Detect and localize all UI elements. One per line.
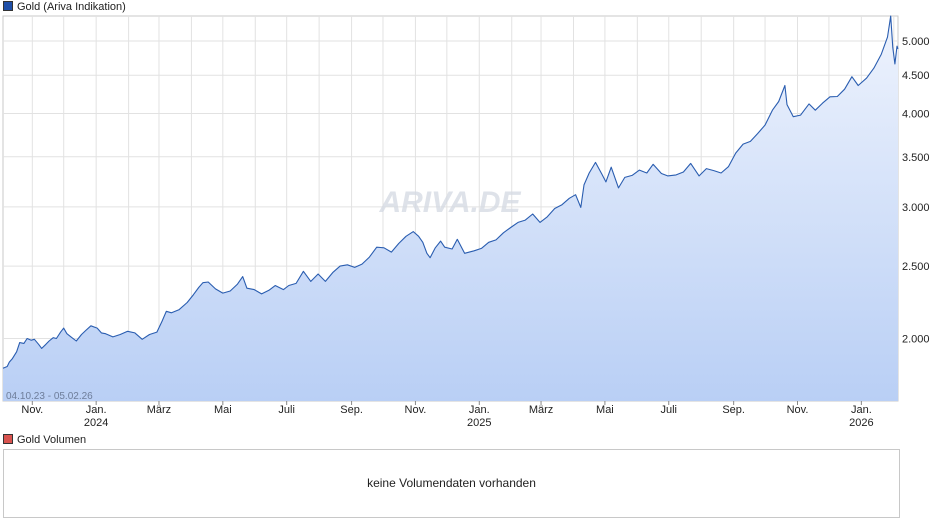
volume-empty-message: keine Volumendaten vorhanden (367, 476, 536, 490)
x-tick-label: Mai (214, 404, 232, 416)
y-tick-label: 5.000 (902, 36, 930, 48)
volume-panel: keine Volumendaten vorhanden (3, 449, 900, 518)
chart-line-layer (2, 15, 899, 369)
watermark: ARIVA.DE (378, 186, 521, 219)
x-tick-label: Mai (596, 404, 614, 416)
x-tick-label: Sep. (722, 404, 745, 416)
chart-area-layer (3, 16, 898, 401)
x-tick-year: 2024 (84, 417, 108, 429)
x-tick-label: Nov. (405, 404, 427, 416)
legend-swatch-main (3, 1, 13, 11)
x-tick-label: März (147, 404, 171, 416)
x-tick-label: Juli (660, 404, 677, 416)
price-chart: ARIVA.DE 2.000 2.500 3.000 3.500 4.000 4.500 5… (2, 15, 930, 429)
legend-volume-label: Gold Volumen (17, 434, 87, 446)
x-tick-label: Nov. (787, 404, 809, 416)
legend-main-label: Gold (Ariva Indikation) (17, 1, 126, 13)
x-tick-label: März (529, 404, 553, 416)
gold-price-line (2, 15, 899, 369)
x-tick-label: Juli (278, 404, 295, 416)
y-tick-label: 3.500 (902, 152, 930, 164)
x-tick-label: Sep. (340, 404, 363, 416)
gold-price-area (3, 16, 898, 401)
y-tick-label: 2.000 (902, 334, 930, 346)
x-tick-year: 2025 (467, 417, 491, 429)
x-tick-label: Nov. (21, 404, 43, 416)
y-tick-label: 4.000 (902, 108, 930, 120)
y-tick-label: 3.000 (902, 202, 930, 214)
x-tick-year: 2026 (849, 417, 873, 429)
y-tick-label: 2.500 (902, 261, 930, 273)
y-axis-labels: 2.000 2.500 3.000 3.500 4.000 4.500 5.000 (902, 36, 930, 346)
legend-swatch-volume (3, 434, 13, 444)
legend-volume: Gold Volumen (3, 433, 86, 447)
y-tick-label: 4.500 (902, 70, 930, 82)
x-tick-label: Jan. (851, 404, 872, 416)
x-tick-label: Jan. (86, 404, 107, 416)
legend-main: Gold (Ariva Indikation) (3, 0, 126, 14)
date-range-label: 04.10.23 - 05.02.26 (6, 391, 93, 402)
x-tick-label: Jan. (469, 404, 490, 416)
